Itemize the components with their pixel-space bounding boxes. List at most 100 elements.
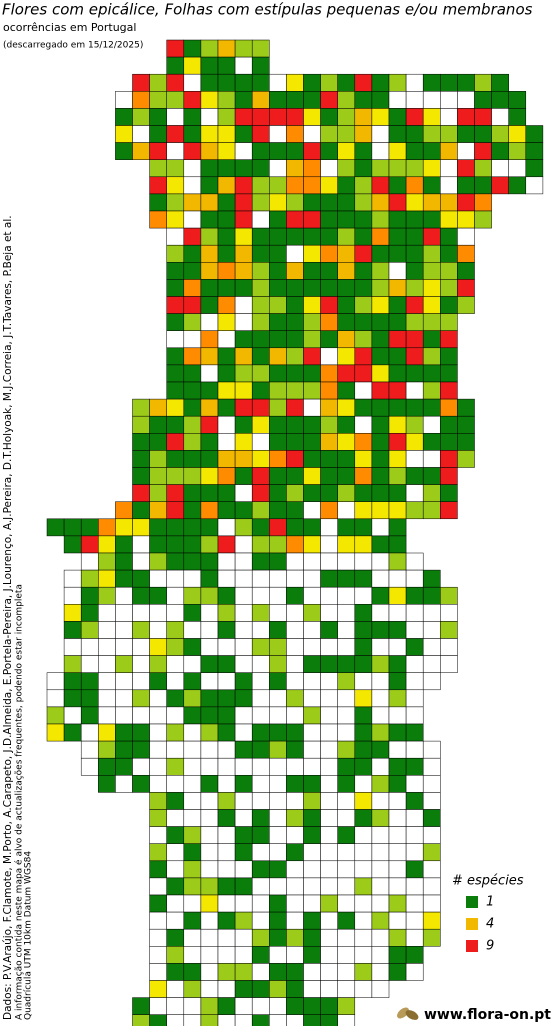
grid-cell [354,877,373,896]
grid-cell [405,860,424,879]
grid-cell [217,330,236,349]
grid-cell [183,638,202,656]
grid-cell [132,672,150,691]
grid-cell [132,997,150,1015]
grid-cell [320,159,338,178]
grid-cell [80,689,99,708]
grid-cell [234,296,253,314]
grid-cell [166,347,185,366]
grid-cell [286,210,304,229]
grid-cell [149,484,167,502]
grid-cell [217,244,236,263]
grid-cell [200,740,219,759]
grid-cell [115,142,133,160]
grid-cell [286,655,304,673]
grid-cell [371,279,390,297]
grid-cell [320,552,338,571]
grid-cell [115,638,133,656]
grid-cell [405,73,424,92]
grid-cell [388,775,407,793]
grid-cell [183,501,202,520]
grid-cell [303,552,321,571]
grid-cell [405,415,424,434]
grid-cell [440,91,458,109]
grid-cell [371,193,390,212]
grid-cell [132,108,150,126]
grid-cell [371,689,390,708]
grid-cell [269,108,287,126]
grid-cell [46,518,65,537]
grid-cell [405,244,424,263]
grid-cell [251,56,270,75]
grid-cell [354,672,373,691]
grid-cell [166,244,185,263]
grid-cell [354,159,373,178]
grid-cell [251,689,270,708]
grid-cell [183,928,202,947]
grid-cell [474,73,492,92]
grid-cell [508,176,527,195]
grid-cell [286,159,304,178]
grid-cell [422,244,441,263]
grid-cell [388,501,407,520]
grid-cell [132,415,150,434]
grid-cell [251,740,270,759]
grid-cell [63,518,82,537]
grid-cell [200,672,219,691]
grid-cell [217,792,236,810]
grid-cell [422,655,441,673]
grid-cell [303,159,321,178]
grid-cell [303,826,321,844]
grid-cell [200,792,219,810]
grid-cell [440,330,458,349]
grid-cell [149,415,167,434]
grid-cell [217,843,236,862]
grid-cell [388,911,407,930]
grid-cell [422,860,441,879]
grid-cell [217,415,236,434]
grid-cell [166,706,185,725]
grid-cell [217,313,236,331]
grid-cell [371,91,390,109]
grid-cell [217,176,236,195]
grid-cell [234,108,253,126]
grid-cell [320,364,338,383]
grid-cell [166,91,185,109]
grid-cell [217,381,236,400]
grid-cell [405,262,424,280]
grid-cell [371,638,390,656]
grid-cell [269,467,287,485]
grid-cell [405,775,424,793]
grid-cell [234,125,253,143]
grid-cell [269,946,287,964]
grid-cell [183,313,202,331]
grid-cell [200,638,219,656]
grid-cell [183,775,202,793]
grid-cell [337,364,356,383]
grid-cell [286,176,304,195]
grid-cell [115,518,133,537]
grid-cell [371,330,390,349]
grid-cell [217,398,236,417]
grid-cell [269,672,287,691]
grid-cell [337,826,356,844]
grid-cell [388,125,407,143]
grid-cell [251,809,270,827]
grid-cell [166,159,185,178]
grid-cell [217,279,236,297]
grid-cell [320,108,338,126]
legend-label: 1 [486,895,494,910]
grid-cell [63,638,82,656]
grid-cell [217,125,236,143]
grid-cell [337,928,356,947]
grid-cell [371,108,390,126]
grid-cell [166,73,185,92]
grid-cell [234,364,253,383]
grid-cell [251,501,270,520]
grid-cell [405,193,424,212]
grid-cell [422,775,441,793]
grid-cell [166,227,185,246]
grid-cell [422,313,441,331]
grid-cell [354,518,373,537]
